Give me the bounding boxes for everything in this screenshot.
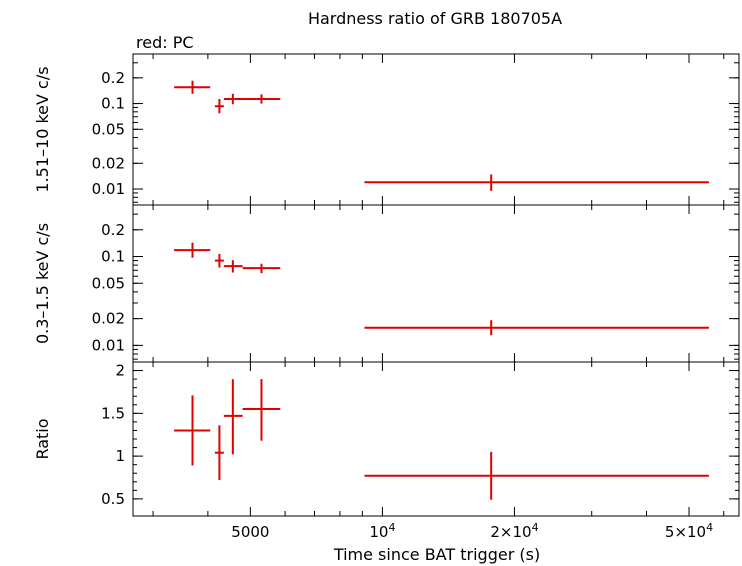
data-point	[242, 94, 281, 104]
y-tick-label: 0.2	[101, 69, 125, 87]
panel-soft: 0.2 0.1 0.05 0.02 0.01 0.3–1.5 keV c/s	[33, 204, 740, 363]
x-tick-label: 5000	[231, 523, 269, 541]
y-tick-label: 0.1	[101, 248, 125, 266]
y-tick-label: 0.02	[92, 154, 125, 172]
y-tick-label: 2	[115, 362, 125, 380]
y-tick-label: 1	[115, 447, 125, 465]
data-point	[223, 93, 243, 105]
data-point	[174, 395, 211, 466]
data-point	[364, 320, 709, 336]
data-point	[364, 451, 709, 500]
panel-ratio: 2 1.5 1 0.5 Ratio	[33, 361, 740, 517]
y-tick-label: 0.2	[101, 221, 125, 239]
data-point	[214, 425, 224, 481]
y-tick-label: 1.5	[101, 404, 125, 422]
y-tick-label: 0.1	[101, 95, 125, 113]
legend-label: red: PC	[136, 33, 194, 52]
plot-panels: 0.20.10.050.020.011.51–10 keV c/s0.20.10…	[33, 53, 740, 541]
x-tick-label: 2×104	[490, 521, 538, 541]
y-tick-label: 0.01	[92, 180, 125, 198]
data-point	[242, 379, 281, 441]
y-axis-label-hard: 1.51–10 keV c/s	[33, 66, 52, 192]
y-tick-label: 0.5	[101, 490, 125, 508]
panel-frame	[132, 361, 740, 517]
y-tick-label: 0.05	[92, 120, 125, 138]
x-tick-label: 5×104	[665, 521, 713, 541]
panel-hard: 0.2 0.1 0.05 0.02 0.01 1.51–10 keV c/s	[33, 53, 740, 206]
x-tick-label: 104	[369, 521, 395, 541]
data-point	[364, 174, 709, 191]
y-tick-label: 0.02	[92, 310, 125, 328]
data-point	[223, 260, 243, 273]
data-point	[174, 80, 211, 94]
y-tick-label: 0.05	[92, 274, 125, 292]
x-axis-label: Time since BAT trigger (s)	[333, 545, 540, 564]
chart-title: Hardness ratio of GRB 180705A	[308, 9, 562, 28]
panel-frame	[132, 204, 740, 363]
y-axis-label-ratio: Ratio	[33, 418, 52, 459]
data-point	[214, 253, 224, 268]
y-axis-label-soft: 0.3–1.5 keV c/s	[33, 223, 52, 344]
data-point	[223, 379, 243, 455]
data-point	[214, 99, 224, 114]
data-point	[242, 263, 281, 274]
data-point	[174, 242, 211, 258]
y-tick-label: 0.01	[92, 336, 125, 354]
